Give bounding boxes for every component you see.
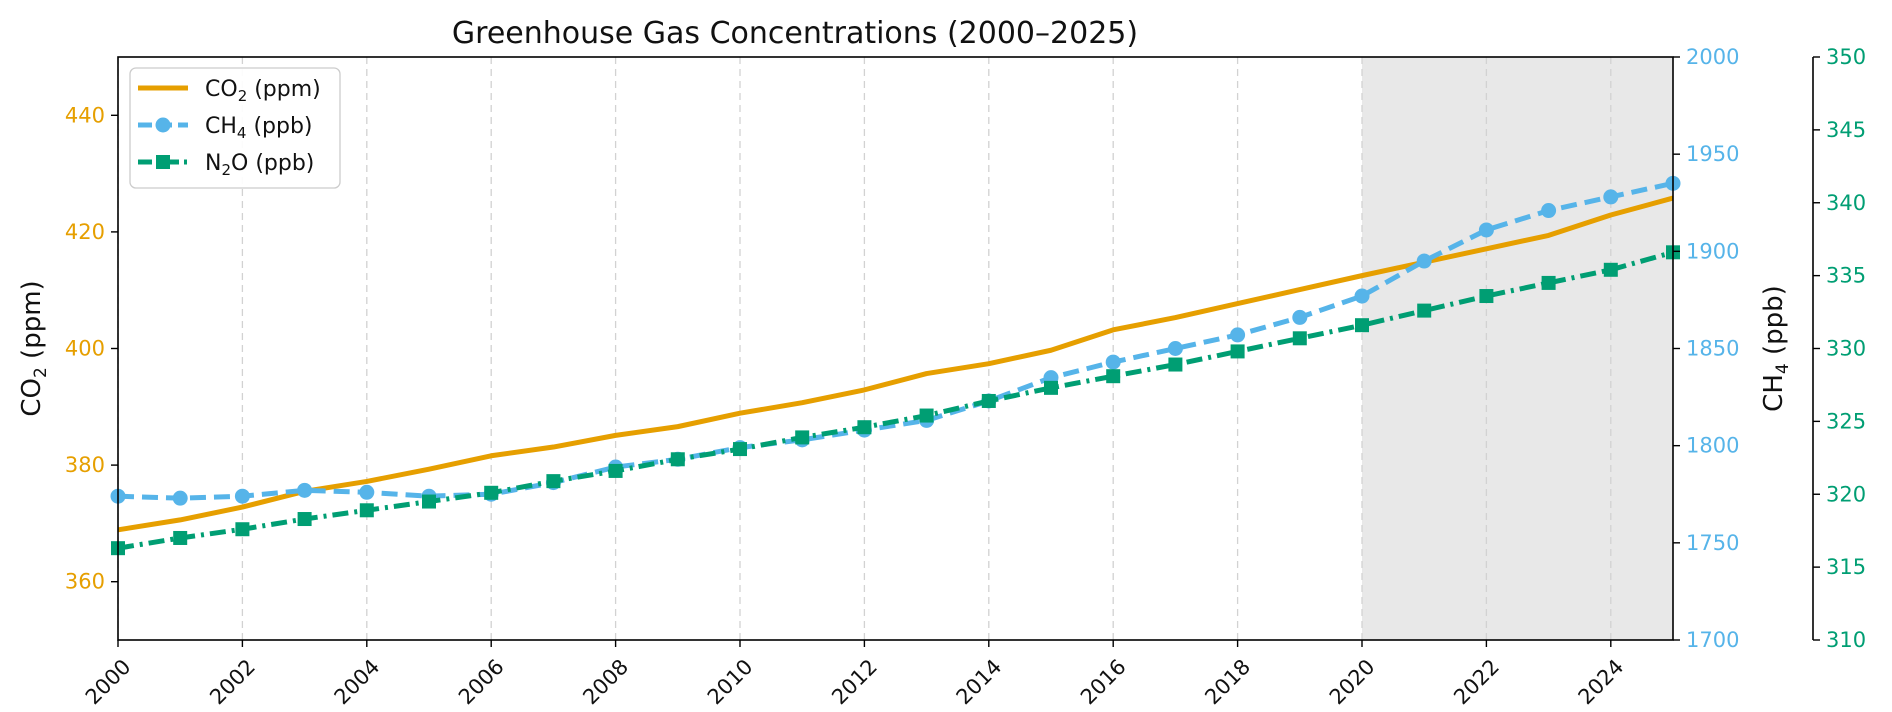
shaded-region (1362, 57, 1673, 640)
data-point (1106, 369, 1121, 384)
data-point (1292, 309, 1308, 325)
legend-label-main: N (205, 151, 221, 176)
legend-label-sub: 4 (237, 124, 247, 142)
right1-y-tick-label: 1800 (1686, 434, 1739, 458)
chart-title: Greenhouse Gas Concentrations (2000–2025… (452, 16, 1138, 51)
legend-box (129, 67, 341, 189)
data-point (795, 430, 810, 445)
legend-label-rest: (ppb) (246, 114, 312, 139)
data-point (857, 420, 872, 435)
right2-y-tick-label: 320 (1826, 482, 1866, 506)
data-point (297, 512, 312, 527)
legend-label-sub: 2 (238, 87, 248, 105)
left-axis-title-rest: (ppm) (17, 280, 47, 367)
legend-label-rest: O (ppb) (231, 151, 314, 176)
left-y-tick-label: 400 (65, 337, 105, 361)
data-point (1230, 344, 1245, 359)
data-point (1541, 203, 1557, 219)
right1-axis-title: CH4 (ppb) (1759, 285, 1793, 412)
right1-y-tick-label: 1900 (1686, 239, 1739, 263)
left-y-tick-label: 380 (65, 453, 105, 477)
series-line-2 (117, 249, 1674, 551)
data-point (359, 484, 375, 500)
legend-label-rest: (ppm) (247, 77, 321, 102)
legend-label-0: CO2 (ppm) (205, 77, 321, 105)
plot-area (110, 57, 1681, 640)
data-point (234, 488, 250, 504)
right1-y-tick-label: 2000 (1686, 45, 1739, 69)
right1-y-tick-label: 1700 (1686, 628, 1739, 652)
data-point (1603, 189, 1619, 205)
data-point (1167, 341, 1183, 356)
data-point (1479, 289, 1494, 304)
right1-y-tick-label: 1750 (1686, 531, 1739, 555)
right2-y-tick-label: 345 (1826, 118, 1866, 142)
right2-y-tick-label: 330 (1826, 337, 1866, 361)
right1-axis-title-main: CH (1759, 374, 1789, 412)
data-point (172, 490, 188, 506)
data-point (1292, 331, 1307, 346)
legend-label-2: N2O (ppb) (205, 151, 314, 179)
right1-axis-title-rest: (ppb) (1759, 285, 1789, 363)
left-y-tick-label: 420 (65, 220, 105, 244)
legend-label-sub: 2 (221, 161, 231, 179)
data-point (359, 503, 374, 518)
series-line-1 (117, 180, 1674, 501)
data-point (235, 522, 250, 537)
legend-marker-1 (155, 117, 171, 133)
data-point (484, 485, 499, 500)
left-axis-title-sub: 2 (31, 367, 51, 378)
data-point (733, 442, 747, 457)
data-point (1541, 275, 1556, 290)
data-point (297, 482, 313, 498)
legend-label-main: CO (205, 77, 238, 102)
right2-y-tick-label: 310 (1826, 628, 1866, 652)
data-point (422, 494, 436, 509)
data-point (1354, 288, 1370, 304)
right1-y-tick-label: 1850 (1686, 337, 1739, 361)
data-point (1044, 380, 1058, 395)
left-y-tick-label: 360 (65, 570, 105, 594)
legend-label-1: CH4 (ppb) (205, 114, 313, 142)
data-point (1230, 327, 1246, 343)
data-point (1603, 262, 1618, 277)
legend-label-main: CH (205, 114, 237, 139)
left-axis-title-main: CO (17, 378, 47, 417)
data-point (670, 452, 685, 467)
legend-marker-2 (156, 155, 170, 169)
data-point (1168, 357, 1183, 372)
data-point (173, 530, 188, 545)
left-axis-title: CO2 (ppm) (17, 280, 51, 416)
data-point (1105, 354, 1121, 370)
data-point (1478, 222, 1494, 238)
data-point (608, 463, 623, 478)
data-point (1417, 303, 1432, 318)
right1-axis-title-sub: 4 (1773, 363, 1793, 374)
right2-y-tick-label: 350 (1826, 45, 1866, 69)
right2-y-tick-label: 325 (1826, 409, 1866, 433)
data-point (981, 393, 996, 408)
left-y-tick-label: 440 (65, 103, 105, 127)
data-point (1416, 253, 1432, 269)
right1-y-tick-label: 1950 (1686, 142, 1739, 166)
right2-y-tick-label: 335 (1826, 264, 1866, 288)
data-point (919, 408, 934, 423)
data-point (546, 474, 561, 489)
data-point (1355, 318, 1369, 333)
right2-y-tick-label: 315 (1826, 555, 1866, 579)
legend: CO2 (ppm)CH4 (ppb)N2O (ppb) (129, 67, 341, 189)
right2-y-tick-label: 340 (1826, 191, 1866, 215)
